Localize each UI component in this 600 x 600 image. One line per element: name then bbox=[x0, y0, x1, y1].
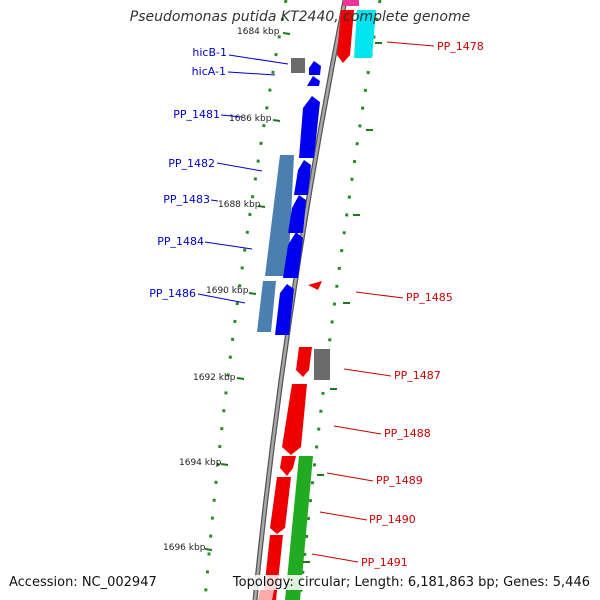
gene-label: PP_1486 bbox=[149, 287, 196, 300]
gene-pp1478-cyan bbox=[354, 10, 376, 58]
tick-label: 1686 kbp bbox=[229, 114, 272, 124]
gene-label: PP_1485 bbox=[406, 291, 453, 304]
gene-pp1481 bbox=[299, 96, 320, 158]
gene-hicB-1 bbox=[309, 61, 321, 75]
gene-label: PP_1484 bbox=[157, 235, 204, 248]
gene-label: hicB-1 bbox=[192, 46, 227, 59]
gene-pink-top bbox=[343, 0, 359, 6]
gene-label: PP_1487 bbox=[394, 369, 441, 382]
gene-label: PP_1478 bbox=[437, 40, 484, 53]
gene-label: PP_1483 bbox=[163, 193, 210, 206]
gene-pp1490 bbox=[270, 477, 291, 534]
tick-label: 1688 kbp bbox=[218, 200, 261, 210]
gene-label: PP_1489 bbox=[376, 474, 423, 487]
gene-pp1486-steel bbox=[257, 281, 276, 332]
gene-hicB-1-gray bbox=[291, 58, 305, 73]
gene-pp1483 bbox=[288, 195, 306, 233]
accession-text: Accession: NC_002947 bbox=[9, 575, 157, 590]
outer-ticks bbox=[303, 42, 382, 563]
gene-label: PP_1481 bbox=[173, 108, 220, 121]
tick-label: 1692 kbp bbox=[193, 373, 236, 383]
kbp-ticks bbox=[204, 32, 291, 551]
gene-pp1486 bbox=[275, 284, 294, 335]
gene-label: hicA-1 bbox=[192, 65, 226, 78]
gene-pp1487 bbox=[296, 347, 312, 377]
gene-label: PP_1488 bbox=[384, 427, 431, 440]
right-strand-genes bbox=[258, 281, 330, 600]
right-leader-lines bbox=[311, 41, 435, 563]
gene-label: PP_1491 bbox=[361, 556, 408, 569]
gene-pp1482 bbox=[294, 160, 311, 195]
gene-pp1491-green bbox=[285, 456, 313, 600]
outer-dotted-ring bbox=[298, 0, 382, 600]
gene-pp1488 bbox=[282, 384, 307, 455]
tick-label: 1690 kbp bbox=[206, 286, 249, 296]
map-title: Pseudomonas putida KT2440, complete geno… bbox=[129, 9, 471, 25]
tick-label: 1684 kbp bbox=[237, 27, 280, 37]
gene-pp1482-steel bbox=[265, 155, 294, 276]
gene-label: PP_1490 bbox=[369, 513, 416, 526]
gene-pp1489 bbox=[280, 456, 296, 476]
gene-pp1485 bbox=[308, 281, 322, 290]
gene-pp1484 bbox=[283, 232, 303, 278]
gene-hicA-1 bbox=[307, 76, 320, 86]
gene-pp1487-gray bbox=[314, 349, 330, 380]
gene-pp1478-red bbox=[337, 10, 354, 63]
left-strand-genes bbox=[257, 58, 321, 335]
tick-label: 1696 kbp bbox=[163, 543, 206, 553]
topology-text: Topology: circular; Length: 6,181,863 bp… bbox=[232, 575, 590, 590]
gene-label: PP_1482 bbox=[168, 157, 215, 170]
top-right-genes bbox=[337, 0, 376, 63]
left-gene-labels: hicB-1 hicA-1 PP_1481 PP_1482 PP_1483 PP… bbox=[149, 46, 227, 300]
right-gene-labels: PP_1478 PP_1485 PP_1487 PP_1488 PP_1489 … bbox=[361, 40, 484, 569]
kbp-tick-labels: 1684 kbp 1686 kbp 1688 kbp 1690 kbp 1692… bbox=[163, 27, 280, 553]
gene-bottom-pink bbox=[258, 590, 274, 600]
tick-label: 1694 kbp bbox=[179, 458, 222, 468]
left-leader-lines bbox=[197, 54, 289, 304]
